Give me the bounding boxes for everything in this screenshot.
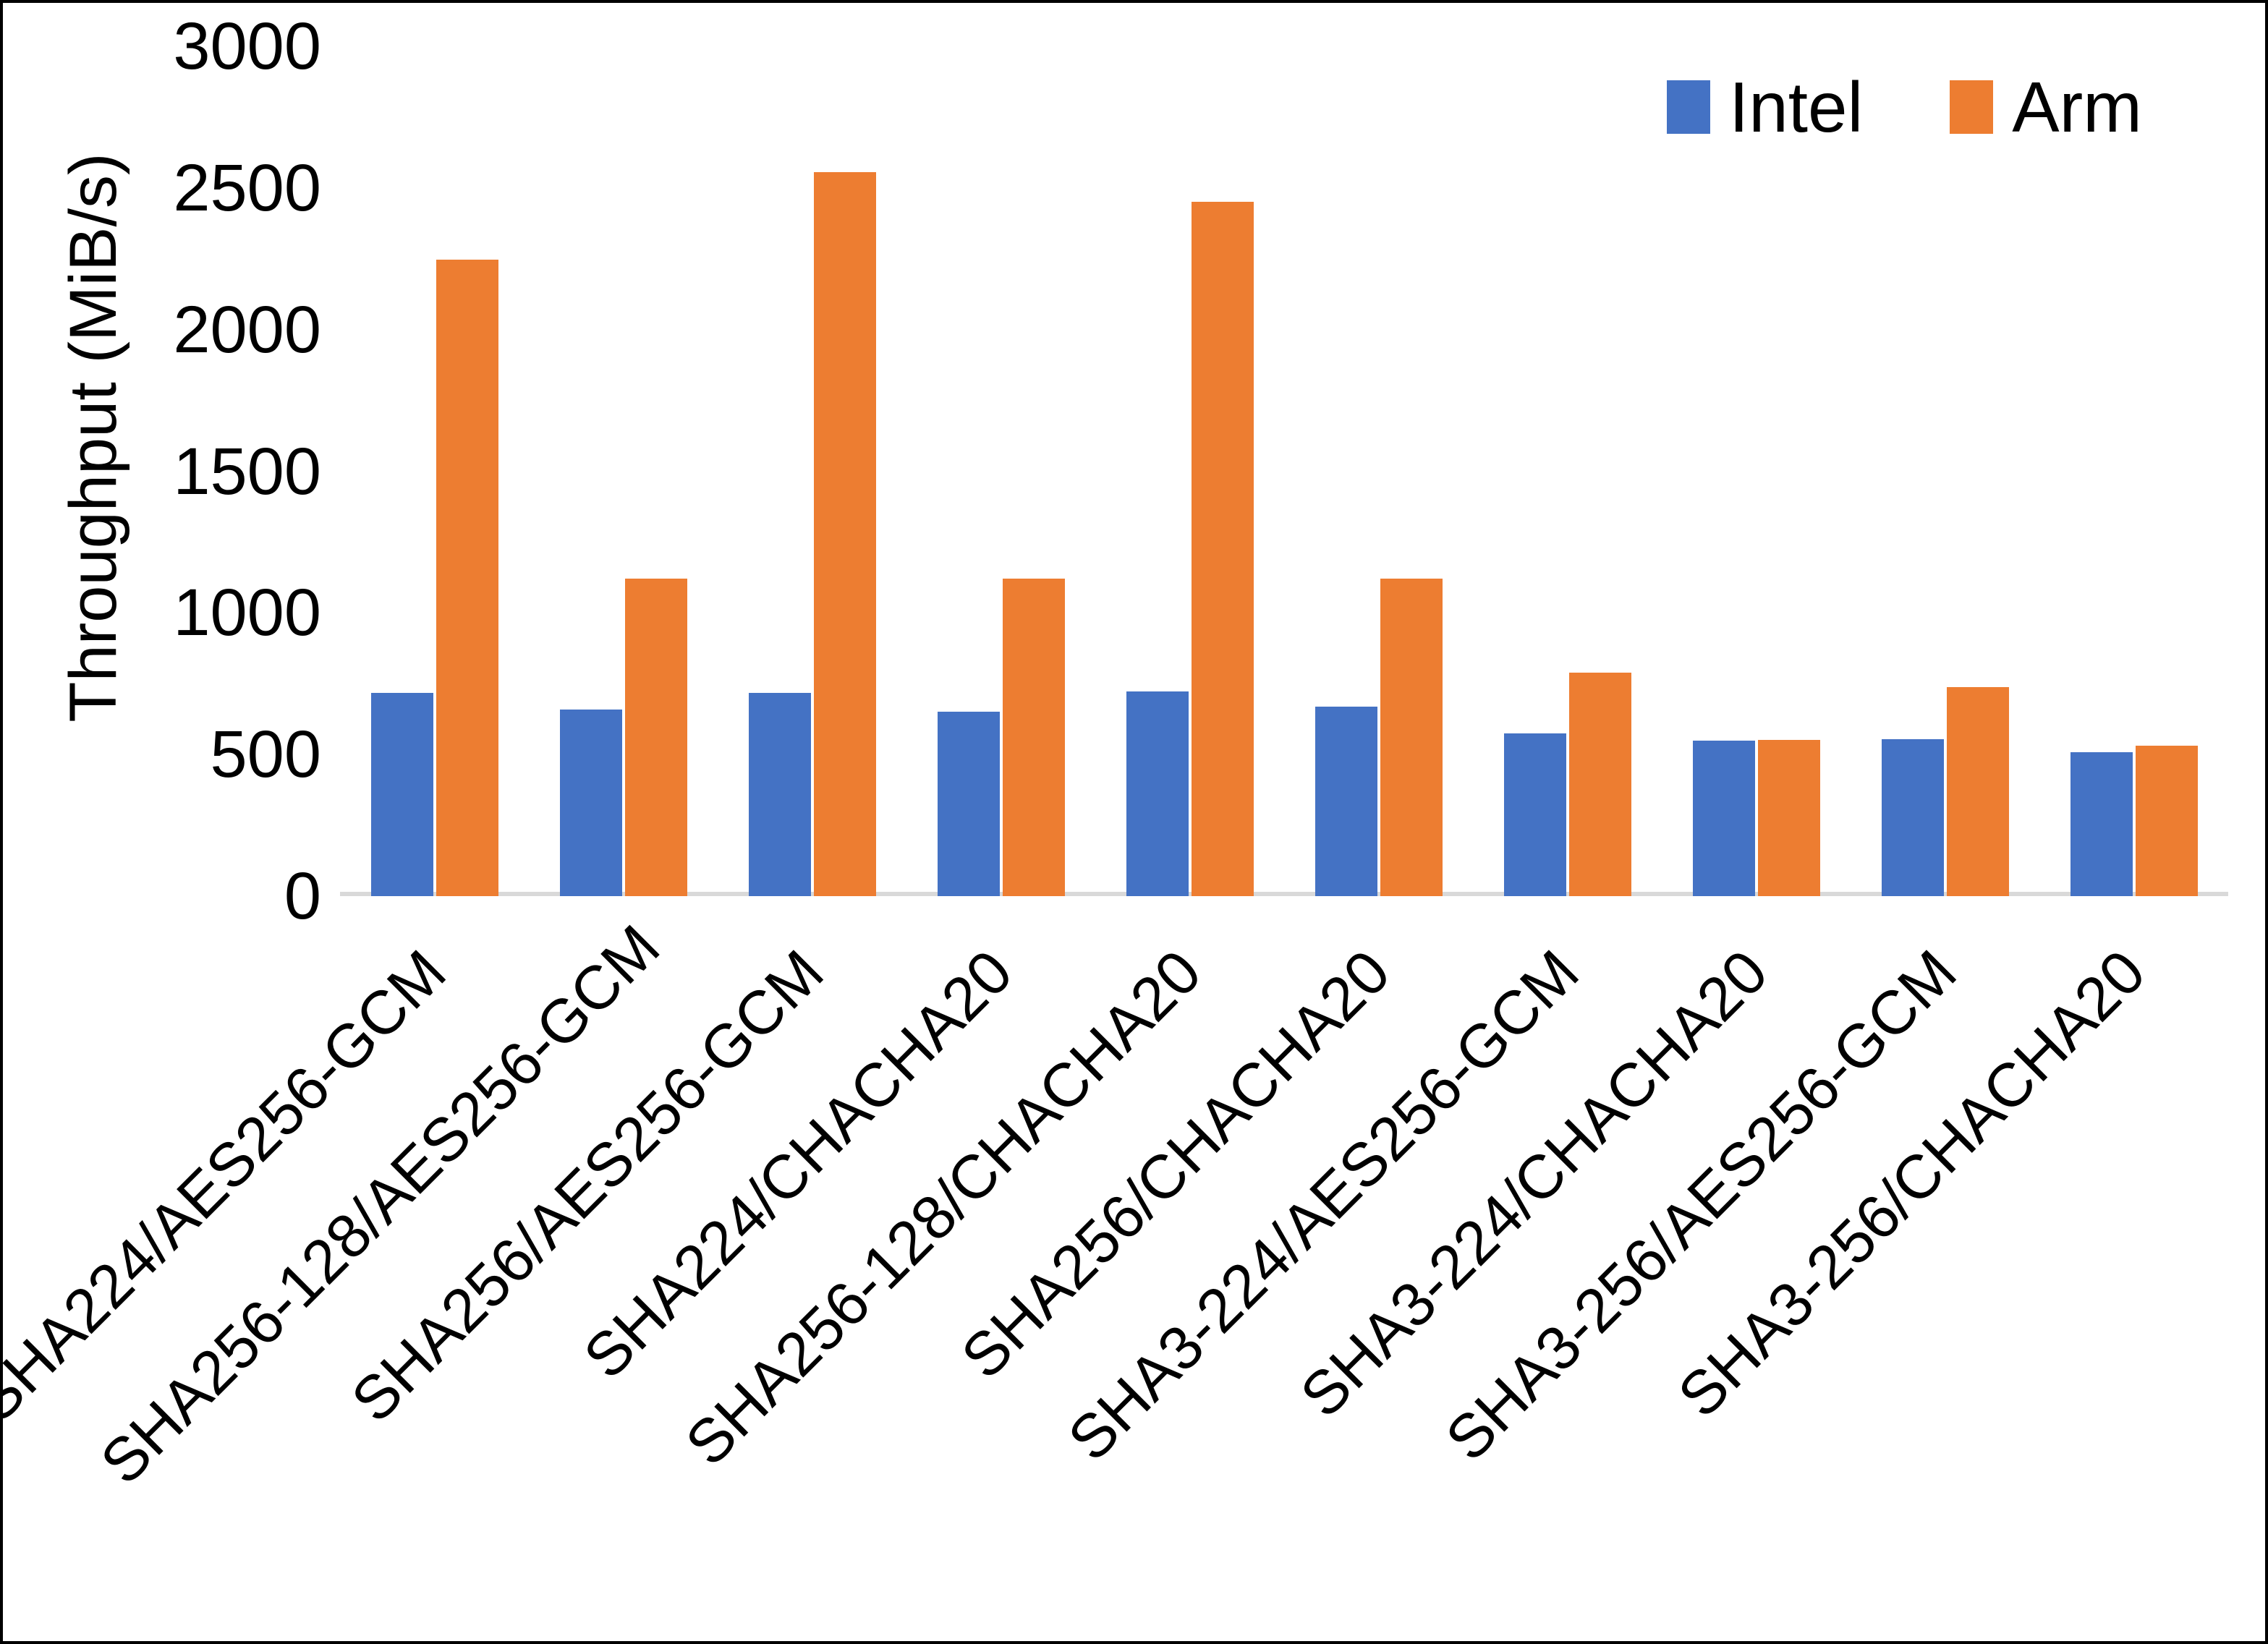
bar-arm[interactable] bbox=[1568, 672, 1631, 896]
bar-arm[interactable] bbox=[436, 259, 498, 896]
y-axis-tick-1500: 1500 bbox=[173, 434, 321, 508]
bar-group bbox=[340, 46, 529, 896]
bar-intel[interactable] bbox=[1881, 739, 1944, 896]
bar-group bbox=[906, 46, 1095, 896]
bar-intel[interactable] bbox=[1503, 733, 1566, 896]
bar-intel[interactable] bbox=[559, 709, 622, 896]
plot-area bbox=[340, 46, 2228, 896]
bar-group bbox=[1662, 46, 1851, 896]
bar-group bbox=[1284, 46, 1473, 896]
legend-entry-arm[interactable]: Arm bbox=[1950, 72, 2142, 142]
y-axis-title: Throughput (MiB/s) bbox=[56, 153, 130, 723]
bar-arm[interactable] bbox=[2135, 745, 2198, 896]
x-axis-line bbox=[340, 892, 2228, 896]
bar-arm[interactable] bbox=[1002, 579, 1065, 896]
legend-swatch-icon bbox=[1950, 80, 1994, 134]
y-axis-tick-1000: 1000 bbox=[173, 576, 321, 650]
bar-intel[interactable] bbox=[1314, 707, 1377, 896]
legend-label: Intel bbox=[1729, 67, 1864, 147]
bar-arm[interactable] bbox=[1946, 687, 2009, 896]
legend-label: Arm bbox=[2012, 67, 2142, 147]
y-axis-tick-labels: 0 500 1000 1500 2000 2500 3000 bbox=[126, 3, 322, 1641]
bar-arm[interactable] bbox=[1757, 739, 1820, 896]
bar-intel[interactable] bbox=[748, 692, 811, 896]
legend-swatch-icon bbox=[1667, 80, 1710, 134]
legend-entry-intel[interactable]: Intel bbox=[1667, 72, 1863, 142]
y-axis-tick-2500: 2500 bbox=[173, 150, 321, 225]
x-axis-category-labels: SHA224/AES256-GCM SHA256-128/AES256-GCM SH… bbox=[3, 903, 2265, 1641]
y-axis-tick-3000: 3000 bbox=[173, 9, 321, 83]
y-axis-tick-2000: 2000 bbox=[173, 292, 321, 367]
bar-intel[interactable] bbox=[2070, 752, 2133, 896]
bar-arm[interactable] bbox=[1380, 578, 1443, 896]
bar-group bbox=[1473, 46, 1662, 896]
bar-intel[interactable] bbox=[937, 712, 1000, 896]
bar-arm[interactable] bbox=[624, 579, 687, 896]
bar-intel[interactable] bbox=[1126, 691, 1189, 896]
bar-group bbox=[529, 46, 718, 896]
bar-arm[interactable] bbox=[1191, 201, 1254, 896]
bar-intel[interactable] bbox=[1692, 741, 1755, 896]
bar-group bbox=[718, 46, 906, 896]
bar-arm[interactable] bbox=[813, 172, 876, 896]
y-axis-tick-500: 500 bbox=[210, 717, 322, 792]
bar-group bbox=[1095, 46, 1284, 896]
y-axis-tick-0: 0 bbox=[284, 859, 321, 933]
bar-intel[interactable] bbox=[370, 693, 433, 896]
bar-group bbox=[1851, 46, 2039, 896]
bar-group bbox=[2039, 46, 2228, 896]
chart-legend: Intel Arm bbox=[1667, 72, 2142, 142]
